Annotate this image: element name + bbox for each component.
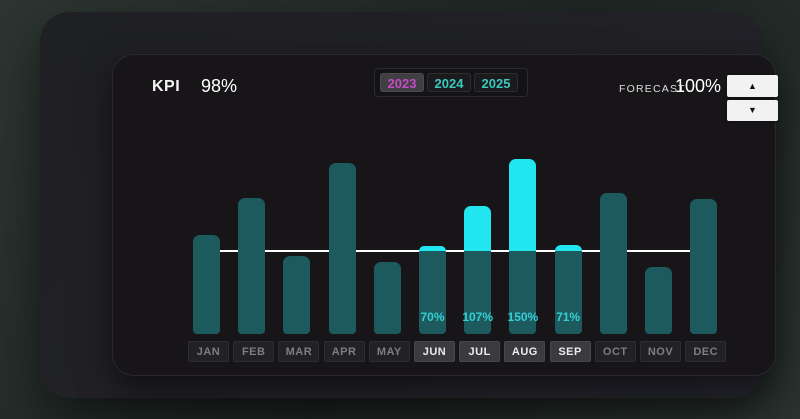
- bar-chart: 70% 107% 150% 71%: [113, 104, 777, 334]
- bar-apr: [328, 163, 356, 334]
- bar-may: [373, 261, 401, 334]
- month-button-oct[interactable]: OCT: [594, 341, 636, 362]
- bar-over-target-cap: [464, 206, 492, 251]
- forecast-stepper: ▲ ▼: [727, 75, 778, 121]
- month-button-feb[interactable]: FEB: [233, 341, 275, 362]
- arrow-down-icon: ▼: [748, 105, 757, 116]
- bar-jan: [193, 235, 220, 334]
- forecast-value: 100%: [675, 76, 722, 96]
- month-button-sep[interactable]: SEP: [549, 341, 591, 362]
- bar-mar: [283, 255, 311, 334]
- year-tab-2025[interactable]: 2025: [474, 73, 518, 92]
- bar-jun: 70%: [419, 246, 446, 334]
- bar-sep: 71%: [554, 245, 582, 334]
- month-button-may[interactable]: MAY: [368, 341, 410, 362]
- bar-value-label: 71%: [556, 310, 581, 324]
- bar-over-target-cap: [419, 246, 446, 251]
- month-button-dec[interactable]: DEC: [685, 341, 727, 362]
- month-button-nov[interactable]: NOV: [640, 341, 681, 362]
- year-tab-2023[interactable]: 2023: [380, 73, 424, 92]
- year-tab-strip: 2023 2024 2025: [374, 68, 528, 97]
- month-row: JAN FEB MAR APR MAY JUN JUL AUG SEP OCT NOV DEC: [113, 341, 777, 362]
- bar-over-target-cap: [509, 158, 537, 251]
- dashboard-card: KPI 98% 2023 2024 2025 FORECAST 100% ▲ ▼ 7…: [40, 12, 778, 398]
- forecast-label: FORECAST: [619, 83, 686, 95]
- stepper-down-button[interactable]: ▼: [727, 99, 778, 121]
- month-button-jun[interactable]: JUN: [414, 341, 455, 362]
- stepper-up-button[interactable]: ▲: [727, 75, 778, 97]
- bar-value-label: 70%: [420, 310, 445, 324]
- month-button-jul[interactable]: JUL: [459, 341, 501, 362]
- month-button-jan[interactable]: JAN: [188, 341, 229, 362]
- month-button-apr[interactable]: APR: [323, 341, 365, 362]
- month-button-aug[interactable]: AUG: [504, 341, 546, 362]
- target-line: [203, 250, 703, 252]
- bar-jul: 107%: [462, 206, 494, 334]
- bar-value-label: 150%: [507, 310, 539, 324]
- bar-nov: [645, 266, 672, 334]
- kpi-panel: KPI 98% 2023 2024 2025 FORECAST 100% ▲ ▼ 7…: [112, 54, 778, 376]
- bar-value-label: 107%: [462, 310, 494, 324]
- kpi-label: KPI: [152, 78, 181, 95]
- bar-oct: [599, 192, 627, 334]
- year-tab-2024[interactable]: 2024: [427, 73, 471, 92]
- arrow-up-icon: ▲: [748, 80, 757, 91]
- bar-feb: [238, 197, 266, 334]
- bar-over-target-cap: [554, 245, 582, 251]
- kpi-value: 98%: [201, 76, 238, 96]
- bar-aug: 150%: [507, 158, 539, 334]
- month-button-mar[interactable]: MAR: [278, 341, 320, 362]
- bar-dec: [690, 198, 718, 334]
